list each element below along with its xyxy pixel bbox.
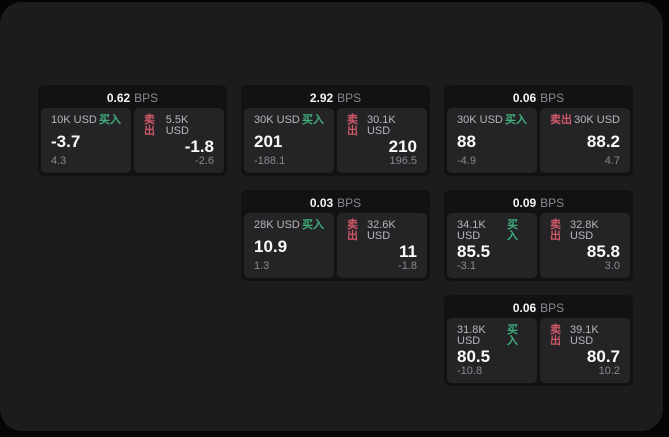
buy-panel[interactable]: 30K USD 买入 201 -188.1 [244,108,334,173]
bps-value: 0.03 [309,196,334,210]
sell-panel[interactable]: 卖出 30K USD 88.2 4.7 [540,108,630,173]
bps-header: 0.06 BPS [447,88,630,108]
bps-header: 0.62 BPS [41,88,224,108]
buy-side-label: 买入 [302,114,324,126]
bps-unit-label: BPS [540,196,565,210]
bps-unit-label: BPS [134,91,159,105]
quote-card: 0.06 BPS 30K USD 买入 88 -4.9 卖出 30K USD 8… [444,85,633,176]
bps-header: 0.03 BPS [244,193,427,213]
bps-unit-label: BPS [540,301,565,315]
buy-panel[interactable]: 34.1K USD 买入 85.5 -3.1 [447,213,537,278]
buy-side-label: 买入 [99,114,121,126]
sell-notional-label: 32.6K USD [366,219,396,242]
bps-value: 2.92 [309,91,334,105]
bps-value: 0.62 [106,91,131,105]
bps-value: 0.09 [512,196,537,210]
sell-panel[interactable]: 卖出 32.6K USD 11 -1.8 [337,213,427,278]
sell-side-label: 卖出 [144,114,155,137]
buy-notional-label: 28K USD [254,219,300,231]
buy-panel[interactable]: 30K USD 买入 88 -4.9 [447,108,537,173]
bps-unit-label: BPS [540,91,565,105]
buy-price: 80.5 [457,347,491,366]
buy-notional-label: 34.1K USD [457,219,486,242]
bps-unit-label: BPS [337,196,362,210]
buy-price: 88 [457,131,476,151]
sell-side-label: 卖出 [550,219,561,242]
bps-header: 0.06 BPS [447,298,630,318]
buy-panel[interactable]: 31.8K USD 买入 80.5 -10.8 [447,318,537,383]
buy-notional-label: 31.8K USD [457,324,486,347]
sell-panel[interactable]: 卖出 32.8K USD 85.8 3.0 [540,213,630,278]
buy-panel[interactable]: 10K USD 买入 -3.7 4.3 [41,108,131,173]
sell-price: -1.8 [184,137,214,156]
buy-price: 201 [254,131,283,151]
bps-unit-label: BPS [337,91,362,105]
sell-notional-label: 5.5K USD [165,114,189,137]
quote-card: 0.09 BPS 34.1K USD 买入 85.5 -3.1 卖出 32.8K… [444,190,633,281]
sell-panel[interactable]: 卖出 39.1K USD 80.7 10.2 [540,318,630,383]
buy-side-label: 买入 [505,114,527,126]
sell-delta: -2.6 [195,155,214,167]
buy-notional-label: 30K USD [457,114,503,126]
buy-price: 10.9 [254,236,288,256]
bps-value: 0.06 [512,301,537,315]
buy-delta: 1.3 [254,260,270,272]
sell-price: 80.7 [586,347,620,366]
buy-delta: -10.8 [457,365,483,377]
buy-side-label: 买入 [507,324,519,347]
buy-notional-label: 10K USD [51,114,97,126]
buy-side-label: 买入 [302,219,324,231]
sell-side-label: 卖出 [347,114,358,137]
sell-notional-label: 32.8K USD [569,219,599,242]
buy-price: 85.5 [457,242,491,261]
sell-notional-label: 39.1K USD [569,324,599,347]
sell-delta: -1.8 [398,260,417,272]
sell-notional-label: 30K USD [574,114,620,126]
quotes-board: 0.62 BPS 10K USD 买入 -3.7 4.3 卖出 5.5K USD… [0,2,663,431]
sell-notional-label: 30.1K USD [366,114,396,137]
buy-notional-label: 30K USD [254,114,300,126]
buy-panel[interactable]: 28K USD 买入 10.9 1.3 [244,213,334,278]
bps-header: 2.92 BPS [244,88,427,108]
sell-panel[interactable]: 卖出 5.5K USD -1.8 -2.6 [134,108,224,173]
buy-delta: -188.1 [254,155,286,167]
buy-side-label: 买入 [507,219,519,242]
quote-card: 0.03 BPS 28K USD 买入 10.9 1.3 卖出 32.6K US… [241,190,430,281]
sell-delta: 196.5 [389,155,417,167]
sell-side-label: 卖出 [550,114,572,126]
buy-delta: 4.3 [51,155,67,167]
sell-delta: 4.7 [604,155,620,167]
sell-price: 210 [388,137,417,156]
sell-side-label: 卖出 [347,219,358,242]
bps-value: 0.06 [512,91,537,105]
sell-side-label: 卖出 [550,324,561,347]
buy-delta: -4.9 [457,155,476,167]
quote-card: 0.62 BPS 10K USD 买入 -3.7 4.3 卖出 5.5K USD… [38,85,227,176]
sell-delta: 10.2 [598,365,620,377]
sell-price: 88.2 [586,131,620,151]
sell-panel[interactable]: 卖出 30.1K USD 210 196.5 [337,108,427,173]
sell-price: 85.8 [586,242,620,261]
bps-header: 0.09 BPS [447,193,630,213]
quote-card: 2.92 BPS 30K USD 买入 201 -188.1 卖出 30.1K … [241,85,430,176]
quote-card: 0.06 BPS 31.8K USD 买入 80.5 -10.8 卖出 39.1… [444,295,633,386]
sell-price: 11 [399,242,417,261]
buy-delta: -3.1 [457,260,476,272]
buy-price: -3.7 [51,131,81,151]
sell-delta: 3.0 [604,260,620,272]
